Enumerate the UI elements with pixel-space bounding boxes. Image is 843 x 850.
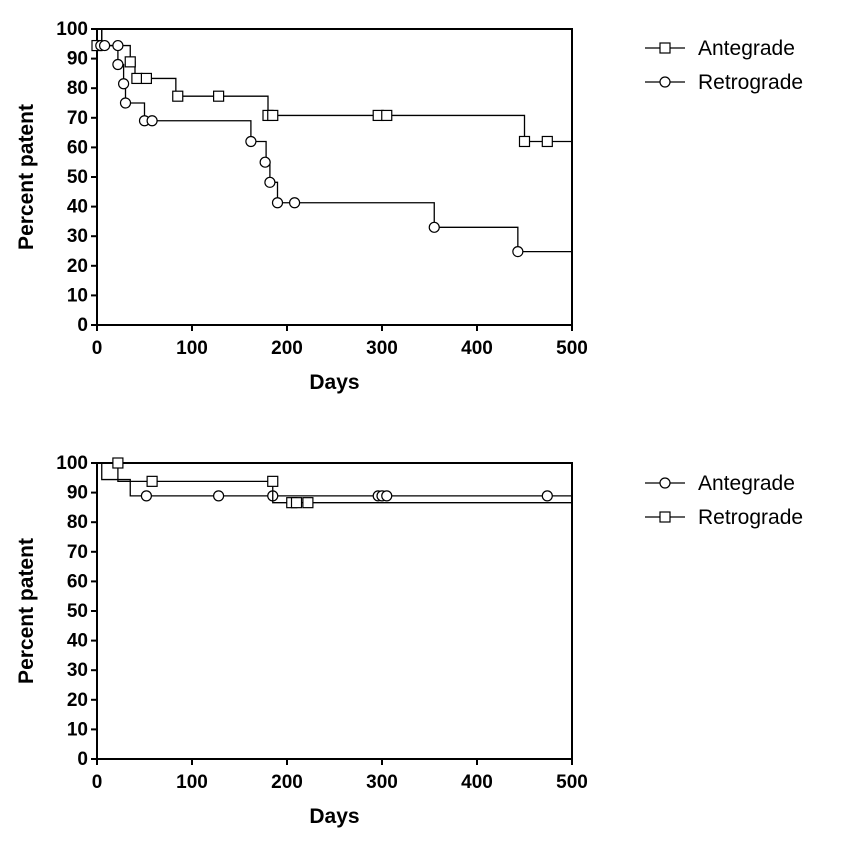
censor-mark [271, 197, 284, 209]
censor-mark [428, 221, 440, 233]
series-retrograde [97, 457, 572, 509]
x-tick-label: 500 [556, 338, 588, 359]
censor-mark [117, 78, 130, 90]
y-tick-label: 100 [56, 19, 88, 40]
y-tick-label: 70 [67, 542, 88, 563]
censor-mark [290, 497, 303, 509]
censor-mark [98, 39, 111, 52]
x-axis-title: Days [309, 805, 359, 828]
censor-mark [381, 490, 393, 502]
censor-mark [112, 58, 124, 71]
legend-label: Antegrade [698, 37, 795, 60]
censor-mark [146, 475, 158, 487]
x-tick-label: 400 [461, 338, 493, 359]
y-tick-label: 0 [77, 315, 88, 336]
y-tick-label: 80 [67, 512, 88, 533]
survival-chart-bottom: 0 10 20 30 40 50 60 70 80 90 100 0 100 200 300 400 500 Da… [15, 453, 803, 828]
censor-mark [131, 72, 143, 85]
x-tick-label: 100 [176, 338, 208, 359]
x-tick-label: 200 [271, 338, 303, 359]
censor-mark [146, 115, 158, 127]
y-tick-label: 10 [67, 719, 88, 740]
x-tick-label: 0 [92, 338, 103, 359]
censor-mark [119, 97, 132, 109]
series-line [97, 462, 572, 497]
series-line [97, 28, 572, 143]
x-tick-label: 400 [461, 772, 493, 793]
y-tick-label: 40 [67, 197, 88, 218]
y-tick-label: 0 [77, 749, 88, 770]
x-tick-label: 200 [271, 772, 303, 793]
y-axis-title: Percent patent [15, 104, 38, 250]
y-tick-label: 70 [67, 108, 88, 129]
series-retrograde [95, 28, 572, 258]
legend-label: Antegrade [698, 472, 795, 495]
y-tick-label: 50 [67, 167, 88, 188]
censor-mark [264, 176, 276, 188]
y-tick-label: 10 [67, 285, 88, 306]
censor-mark [213, 490, 225, 502]
x-tick-label: 300 [366, 338, 398, 359]
censor-mark [267, 109, 279, 122]
censor-mark [213, 90, 225, 102]
x-tick-label: 300 [366, 772, 398, 793]
series-line [97, 462, 572, 504]
plot-frame [96, 28, 573, 326]
legend-label: Retrograde [698, 71, 803, 94]
y-tick-label: 90 [67, 483, 88, 504]
y-tick-label: 30 [67, 226, 88, 247]
x-axis-title: Days [309, 371, 359, 394]
legend-marker [659, 477, 671, 489]
censor-mark [512, 245, 524, 258]
x-tick-label: 500 [556, 772, 588, 793]
series-line [97, 28, 572, 253]
y-tick-label: 40 [67, 631, 88, 652]
y-tick-label: 60 [67, 137, 88, 158]
censor-mark [124, 56, 136, 68]
y-axis-title: Percent patent [15, 538, 38, 684]
plot-frame [96, 462, 573, 760]
y-tick-label: 60 [67, 571, 88, 592]
censor-mark [518, 135, 531, 148]
y-tick-label: 90 [67, 49, 88, 70]
survival-chart-top: 0 10 20 30 40 50 60 70 80 90 100 0 100 200 300 400 500 Da… [15, 19, 803, 394]
censor-mark [112, 39, 124, 52]
y-tick-label: 50 [67, 601, 88, 622]
censor-mark [140, 72, 152, 85]
x-tick-label: 0 [92, 772, 103, 793]
censor-mark [289, 197, 301, 209]
censor-mark [267, 475, 279, 487]
legend-marker [659, 76, 671, 88]
y-tick-label: 30 [67, 660, 88, 681]
censor-mark [541, 135, 553, 148]
y-tick-label: 20 [67, 256, 88, 277]
legend-marker [659, 42, 671, 54]
series-antegrade [91, 28, 572, 148]
censor-mark [302, 497, 314, 509]
legend-label: Retrograde [698, 506, 803, 529]
legend-marker [659, 511, 671, 523]
y-tick-label: 80 [67, 78, 88, 99]
censor-mark [140, 490, 152, 502]
y-tick-label: 100 [56, 453, 88, 474]
censor-mark [172, 90, 184, 102]
x-tick-label: 100 [176, 772, 208, 793]
censor-mark [541, 490, 553, 502]
censor-mark [245, 135, 257, 148]
censor-mark [381, 109, 393, 122]
censor-mark [112, 457, 124, 469]
y-tick-label: 20 [67, 690, 88, 711]
censor-mark [259, 156, 271, 168]
